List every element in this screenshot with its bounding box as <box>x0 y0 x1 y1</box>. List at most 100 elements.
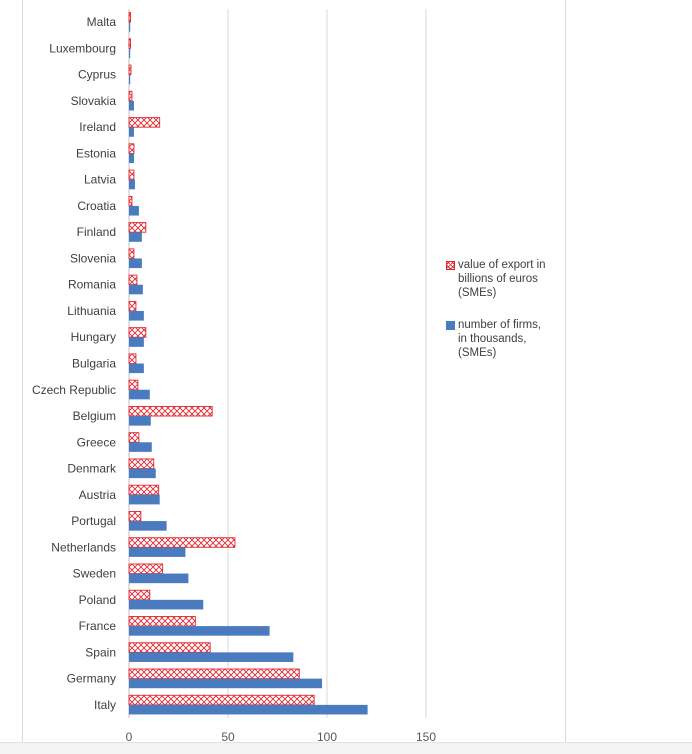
bar-export-spain <box>128 642 211 653</box>
bar-firms-spain <box>129 652 294 662</box>
category-label: Poland <box>79 593 116 607</box>
bar-firms-denmark <box>129 468 156 479</box>
bar-firms-slovakia <box>129 100 134 111</box>
bar-export-finland <box>128 222 147 233</box>
bar-export-italy <box>128 694 315 706</box>
legend-label-export-line-3: (SMEs) <box>458 287 497 299</box>
bar-firms-sweden <box>129 573 189 584</box>
category-label: Bulgaria <box>72 357 116 371</box>
category-label: Portugal <box>71 514 116 528</box>
bar-firms-bulgaria <box>129 363 144 374</box>
category-label: Germany <box>67 672 116 686</box>
bars <box>128 12 368 715</box>
legend-item-export: value of export in billions of euros (SM… <box>446 258 561 300</box>
bar-export-latvia <box>128 169 135 181</box>
bar-export-lithuania <box>128 300 137 312</box>
legend-item-firms: number of firms, in thousands, (SMEs) <box>446 318 561 360</box>
bar-firms-portugal <box>129 521 167 531</box>
bar-export-estonia <box>128 143 135 154</box>
bar-firms-malta <box>129 22 131 32</box>
bar-export-bulgaria <box>128 353 137 364</box>
category-label: Finland <box>77 225 116 239</box>
bar-firms-lithuania <box>129 310 144 321</box>
bar-export-portugal <box>128 511 142 522</box>
category-label: Latvia <box>84 173 116 187</box>
bar-export-poland <box>128 589 151 601</box>
bar-export-slovenia <box>128 248 135 259</box>
bar-export-croatia <box>128 195 133 207</box>
bar-firms-luxembourg <box>129 48 131 58</box>
bar-firms-italy <box>129 704 368 715</box>
category-label: Sweden <box>73 567 116 581</box>
x-tick-label: 0 <box>126 730 133 744</box>
category-label: Spain <box>85 645 116 659</box>
category-label: Croatia <box>77 199 116 213</box>
category-label: Malta <box>87 15 117 29</box>
legend-label-firms-line-1: number of firms, <box>458 319 542 331</box>
bar-export-germany <box>128 668 300 680</box>
bar-firms-poland <box>129 599 204 610</box>
left-frame-line <box>22 0 23 742</box>
bar-firms-czech-republic <box>129 389 150 400</box>
category-label: Slovenia <box>70 251 116 265</box>
bar-export-slovakia <box>128 90 133 102</box>
bar-firms-greece <box>129 442 152 452</box>
bar-export-netherlands <box>128 537 236 548</box>
category-label: Lithuania <box>67 304 116 318</box>
bar-firms-hungary <box>129 337 144 347</box>
bar-firms-netherlands <box>129 547 186 557</box>
x-tick-label: 150 <box>416 730 436 744</box>
bar-firms-estonia <box>129 153 134 164</box>
category-label: Ireland <box>79 120 116 134</box>
category-label: Czech Republic <box>32 383 116 397</box>
legend-label-firms-line-2: in thousands, <box>458 333 527 345</box>
bar-firms-ireland <box>129 127 134 137</box>
category-label: Denmark <box>67 462 117 476</box>
bar-export-sweden <box>128 563 164 575</box>
bar-export-malta <box>128 12 131 23</box>
category-label: Hungary <box>71 330 116 344</box>
category-label: Netherlands <box>51 540 116 554</box>
legend: value of export in billions of euros (SM… <box>446 258 561 378</box>
category-label: Belgium <box>73 409 116 423</box>
category-label: France <box>79 619 117 633</box>
bar-firms-finland <box>129 232 142 242</box>
bar-export-france <box>128 616 196 627</box>
category-label: Luxembourg <box>49 41 116 55</box>
bar-firms-germany <box>129 678 323 689</box>
bar-export-austria <box>128 484 160 496</box>
bar-export-romania <box>128 274 138 286</box>
category-label: Greece <box>77 435 117 449</box>
bar-firms-slovenia <box>129 258 142 269</box>
legend-label-export-line-2: billions of euros <box>458 273 538 285</box>
right-frame-line <box>565 0 566 742</box>
legend-label-firms-line-3: (SMEs) <box>458 347 497 359</box>
bar-firms-latvia <box>129 179 135 190</box>
bar-firms-france <box>129 626 270 636</box>
category-label: Cyprus <box>78 68 116 82</box>
category-label: Slovakia <box>71 94 117 108</box>
bar-export-belgium <box>128 405 213 417</box>
bar-export-luxembourg <box>128 38 131 49</box>
x-tick-label: 100 <box>317 730 337 744</box>
bar-firms-cyprus <box>129 74 131 85</box>
bar-firms-austria <box>129 494 160 505</box>
bar-firms-romania <box>129 284 143 295</box>
category-label: Estonia <box>76 146 116 160</box>
legend-swatch-firms <box>446 321 455 330</box>
category-label: Italy <box>94 698 116 712</box>
bar-export-czech-republic <box>128 379 139 391</box>
bar-export-denmark <box>128 458 155 469</box>
legend-swatch-export <box>446 261 455 270</box>
grid-lines <box>128 9 427 718</box>
bar-export-hungary <box>128 327 147 338</box>
category-labels: Italy Germany Spain France Poland Sweden Nethe… <box>32 15 117 712</box>
legend-label-export-line-1: value of export in <box>458 259 546 271</box>
bar-export-greece <box>128 432 140 443</box>
category-label: Austria <box>79 488 117 502</box>
bar-firms-belgium <box>129 416 151 426</box>
bottom-scroll-strip <box>0 742 692 754</box>
category-label: Romania <box>68 278 116 292</box>
bar-export-ireland <box>128 117 161 128</box>
